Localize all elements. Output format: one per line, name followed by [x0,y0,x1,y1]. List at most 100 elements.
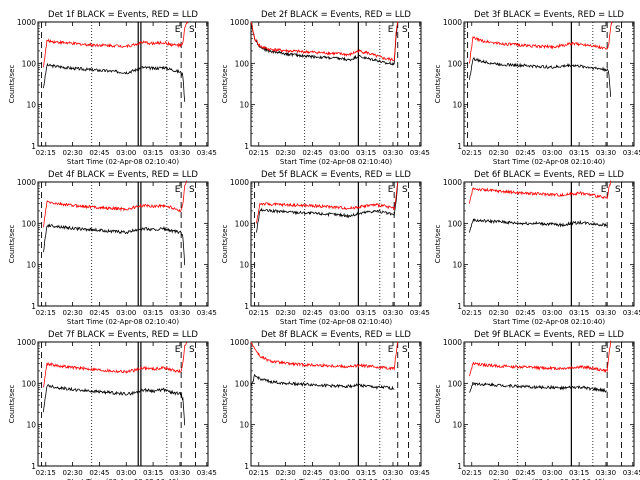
marker-e: E [388,185,394,195]
x-tick-label: 02:30 [62,469,82,477]
events-series-line [250,373,395,391]
x-tick-label: 02:15 [462,469,482,477]
x-tick-label: 03:00 [116,469,136,477]
chart-title: Det 9f BLACK = Events, RED = LLD [474,330,624,340]
y-axis-label: Counts/sec [221,65,229,104]
events-series-line [256,182,399,233]
y-tick-label: 10 [26,261,36,270]
chart-panel: Det 8f BLACK = Events, RED = LLD 1 10 100 10… [221,330,430,480]
x-tick-label: 03:30 [170,149,190,157]
y-tick-label: 1 [244,302,249,311]
marker-e: E [388,345,394,355]
x-axis-label: Start Time (02-Apr-08 02:10:40) [67,318,179,326]
x-tick-label: 03:45 [197,309,217,317]
x-tick-label: 03:15 [569,469,589,477]
x-axis-label: Start Time (02-Apr-08 02:10:40) [280,158,392,166]
x-tick-label: 03:00 [542,309,562,317]
x-tick-label: 02:30 [275,149,295,157]
x-tick-label: 03:30 [596,469,616,477]
marker-e: E [175,345,181,355]
x-tick-label: 03:30 [170,469,190,477]
x-axis-label: Start Time (02-Apr-08 02:10:40) [493,318,605,326]
x-tick-label: 03:00 [542,149,562,157]
events-series-line [250,21,399,66]
x-tick-label: 03:15 [356,469,376,477]
y-tick-label: 100 [448,59,463,68]
y-tick-label: 1 [244,142,249,151]
x-tick-label: 02:45 [89,149,109,157]
y-tick-label: 1 [244,462,249,471]
plot-frame [250,181,422,307]
x-tick-label: 03:15 [569,149,589,157]
marker-s: S [189,345,195,355]
x-tick-label: 03:45 [197,149,217,157]
plot-frame [250,341,422,467]
chart-title: Det 6f BLACK = Events, RED = LLD [474,170,624,180]
x-tick-label: 02:15 [36,469,56,477]
x-tick-label: 02:30 [488,469,508,477]
chart-title: Det 1f BLACK = Events, RED = LLD [48,10,198,20]
y-tick-label: 1000 [17,18,36,27]
x-tick-label: 02:30 [488,149,508,157]
y-tick-label: 100 [22,379,37,388]
x-tick-label: 02:15 [462,309,482,317]
marker-e: E [175,25,181,35]
x-tick-label: 03:15 [356,309,376,317]
x-tick-label: 02:15 [249,149,269,157]
x-tick-label: 03:30 [170,309,190,317]
y-tick-label: 10 [239,261,249,270]
y-tick-label: 1 [457,462,462,471]
marker-s: S [615,185,621,195]
lld-series-line [43,180,187,228]
y-tick-label: 1000 [230,178,249,187]
y-tick-label: 1 [457,142,462,151]
x-tick-label: 02:45 [515,149,535,157]
x-tick-label: 03:00 [329,469,349,477]
x-tick-label: 03:00 [116,309,136,317]
x-tick-label: 02:45 [89,469,109,477]
x-tick-label: 02:45 [89,309,109,317]
plot-frame [463,341,635,467]
y-axis-label: Counts/sec [221,225,229,264]
chart-title: Det 8f BLACK = Events, RED = LLD [261,330,411,340]
x-tick-label: 03:45 [410,149,430,157]
y-tick-label: 1000 [443,18,462,27]
x-tick-label: 02:30 [275,309,295,317]
chart-title: Det 4f BLACK = Events, RED = LLD [48,170,198,180]
x-tick-label: 03:15 [356,149,376,157]
plot-frame [463,21,635,147]
x-tick-label: 03:45 [197,469,217,477]
x-tick-label: 03:15 [143,469,163,477]
marker-s: S [402,25,408,35]
chart-title: Det 5f BLACK = Events, RED = LLD [261,170,411,180]
x-tick-label: 02:45 [515,309,535,317]
marker-e: E [601,25,607,35]
y-tick-label: 1 [31,462,36,471]
y-tick-label: 1000 [17,178,36,187]
y-tick-label: 1000 [230,18,249,27]
y-tick-label: 1 [457,302,462,311]
events-series-line [43,223,186,266]
plot-frame [37,21,209,147]
y-axis-label: Counts/sec [8,385,16,424]
plot-frame [37,341,209,467]
chart-title: Det 7f BLACK = Events, RED = LLD [48,330,198,340]
x-tick-label: 02:15 [462,149,482,157]
y-axis-label: Counts/sec [434,65,442,104]
y-tick-label: 1000 [230,338,249,347]
marker-e: E [601,185,607,195]
lld-series-line [43,342,187,388]
chart-panel: Det 5f BLACK = Events, RED = LLD 1 10 100 10… [221,170,430,326]
plot-frame [37,181,209,307]
x-tick-label: 02:45 [302,149,322,157]
marker-s: S [402,185,408,195]
lld-series-line [43,21,189,68]
events-series-line [43,384,186,426]
x-tick-label: 03:45 [623,149,640,157]
x-tick-label: 03:45 [410,469,430,477]
lld-series-line [469,340,612,377]
x-axis-label: Start Time (02-Apr-08 02:10:40) [67,158,179,166]
events-series-line [43,62,186,102]
lld-series-line [250,341,399,371]
y-tick-label: 100 [448,219,463,228]
